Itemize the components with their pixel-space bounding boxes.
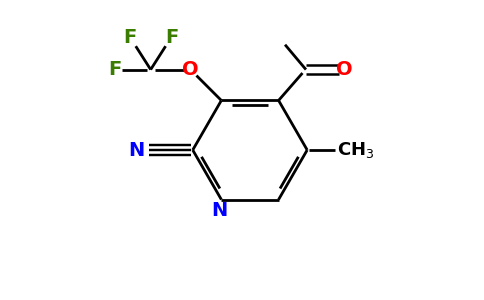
- Text: F: F: [165, 28, 178, 47]
- Text: N: N: [128, 140, 144, 160]
- Text: F: F: [108, 60, 121, 79]
- Text: N: N: [211, 201, 227, 220]
- Text: CH$_3$: CH$_3$: [337, 140, 375, 160]
- Text: O: O: [182, 60, 199, 79]
- Text: F: F: [123, 28, 136, 47]
- Text: O: O: [336, 60, 353, 79]
